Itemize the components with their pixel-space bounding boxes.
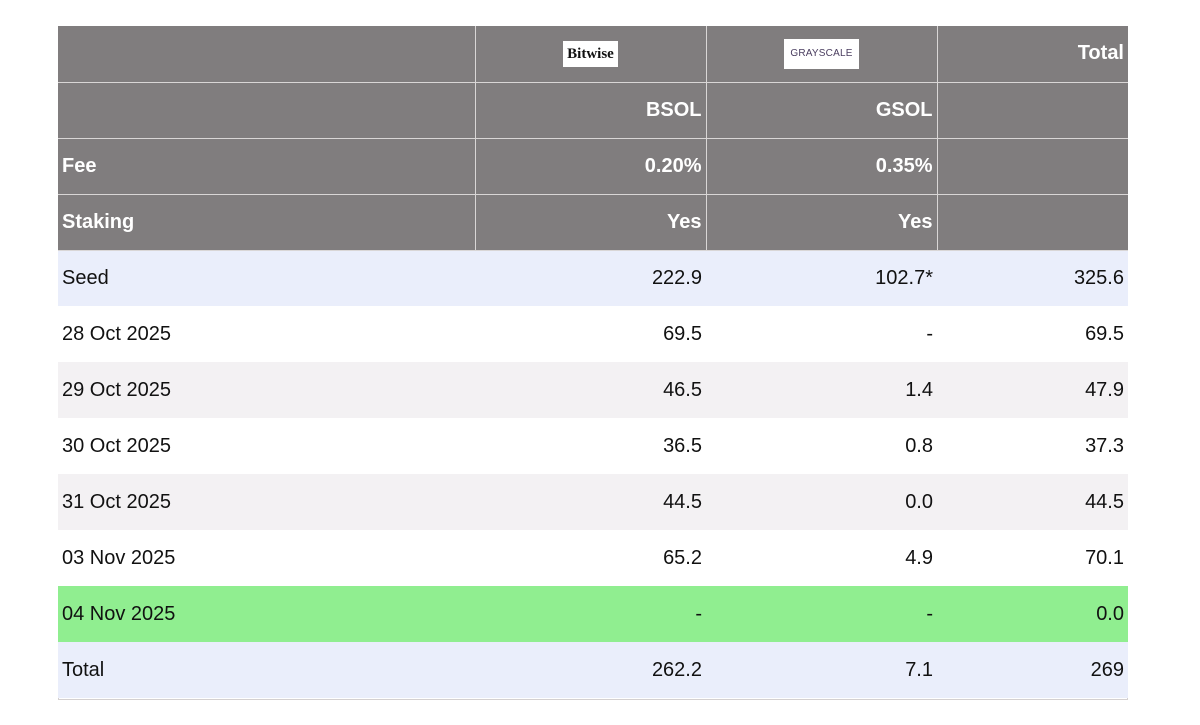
row-bsol: 44.5	[475, 474, 706, 530]
row-gsol: -	[706, 586, 937, 642]
row-gsol: 7.1	[706, 642, 937, 698]
table-row: 03 Nov 2025 65.2 4.9 70.1	[58, 530, 1128, 586]
fee-gsol: 0.35%	[706, 138, 938, 195]
row-total: 47.9	[937, 362, 1128, 418]
staking-gsol: Yes	[706, 194, 938, 251]
row-bsol: 46.5	[475, 362, 706, 418]
row-label: 29 Oct 2025	[58, 362, 475, 418]
staking-bsol: Yes	[475, 194, 707, 251]
table-row-seed: Seed 222.9 102.7* 325.6	[58, 250, 1128, 306]
header-row-staking: Staking Yes Yes	[58, 194, 1128, 251]
row-bsol: 65.2	[475, 530, 706, 586]
header-row-fee: Fee 0.20% 0.35%	[58, 138, 1128, 195]
row-label: Total	[58, 642, 475, 698]
staking-label: Staking	[58, 194, 476, 251]
row-label: 30 Oct 2025	[58, 418, 475, 474]
table-row: 31 Oct 2025 44.5 0.0 44.5	[58, 474, 1128, 530]
header-empty-cell	[937, 194, 1128, 251]
row-total: 325.6	[937, 250, 1128, 306]
header-empty-cell	[937, 82, 1128, 139]
row-total: 70.1	[937, 530, 1128, 586]
row-total: 69.5	[937, 306, 1128, 362]
row-gsol: 0.0	[706, 474, 937, 530]
header-row-tickers: BSOL GSOL	[58, 82, 1128, 139]
header-empty-cell	[58, 82, 476, 139]
row-gsol: 0.8	[706, 418, 937, 474]
header-empty-cell	[58, 26, 476, 83]
row-label: 04 Nov 2025	[58, 586, 475, 642]
row-gsol: 102.7*	[706, 250, 937, 306]
row-total: 269	[937, 642, 1128, 698]
row-bsol: 36.5	[475, 418, 706, 474]
row-gsol: 1.4	[706, 362, 937, 418]
ticker-gsol: GSOL	[706, 82, 938, 139]
fee-label: Fee	[58, 138, 476, 195]
row-total: 37.3	[937, 418, 1128, 474]
table-row: 29 Oct 2025 46.5 1.4 47.9	[58, 362, 1128, 418]
row-bsol: 69.5	[475, 306, 706, 362]
row-total: 0.0	[937, 586, 1128, 642]
grayscale-logo-cell: GRAYSCALE	[706, 26, 938, 83]
row-total: 44.5	[937, 474, 1128, 530]
header-row-logos: Bitwise GRAYSCALE Total	[58, 26, 1128, 83]
table-row-total: Total 262.2 7.1 269	[58, 642, 1128, 698]
row-label: 03 Nov 2025	[58, 530, 475, 586]
bitwise-logo-cell: Bitwise	[475, 26, 707, 83]
header-empty-cell	[937, 138, 1128, 195]
grayscale-logo: GRAYSCALE	[784, 38, 859, 69]
table-row-highlighted: 04 Nov 2025 - - 0.0	[58, 586, 1128, 642]
ticker-bsol: BSOL	[475, 82, 707, 139]
fee-bsol: 0.20%	[475, 138, 707, 195]
row-label: Seed	[58, 250, 475, 306]
row-label: 28 Oct 2025	[58, 306, 475, 362]
header-total: Total	[937, 26, 1128, 83]
row-bsol: 222.9	[475, 250, 706, 306]
row-gsol: -	[706, 306, 937, 362]
table-row: 30 Oct 2025 36.5 0.8 37.3	[58, 418, 1128, 474]
etf-flows-table: Bitwise GRAYSCALE Total BSOL GSOL Fee 0.…	[58, 26, 1128, 698]
row-bsol: -	[475, 586, 706, 642]
row-bsol: 262.2	[475, 642, 706, 698]
table-row: 28 Oct 2025 69.5 - 69.5	[58, 306, 1128, 362]
bitwise-logo: Bitwise	[563, 40, 618, 67]
row-label: 31 Oct 2025	[58, 474, 475, 530]
row-gsol: 4.9	[706, 530, 937, 586]
